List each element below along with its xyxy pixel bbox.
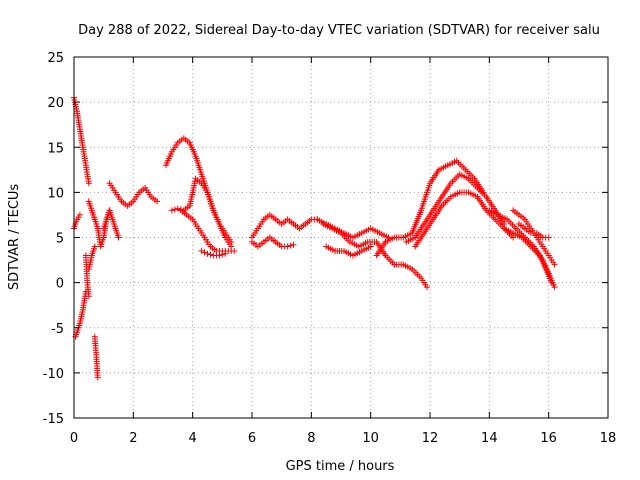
series-arc-9 xyxy=(100,207,122,241)
x-tick-label: 12 xyxy=(422,431,439,446)
x-tick-label: 18 xyxy=(600,431,617,446)
chart-title: Day 288 of 2022, Sidereal Day-to-day VTE… xyxy=(78,23,600,38)
y-tick-label: 0 xyxy=(56,277,64,292)
data-point-markers xyxy=(91,333,101,381)
series-arc-18 xyxy=(323,243,374,259)
data-point-markers xyxy=(323,243,374,259)
y-tick-label: -10 xyxy=(43,367,64,382)
x-tick-label: 14 xyxy=(481,431,498,446)
data-point-markers xyxy=(85,243,98,273)
y-tick-labels: -15 -10 -5 0 5 10 15 20 25 xyxy=(43,51,64,427)
series-arc-22 xyxy=(412,189,517,250)
data-point-markers xyxy=(516,221,552,241)
x-tick-label: 10 xyxy=(362,431,379,446)
x-axis-label: GPS time / hours xyxy=(286,459,395,474)
y-axis-label: SDTVAR / TECUs xyxy=(7,184,22,291)
series-arc-15 xyxy=(249,234,297,250)
y-tick-label: -5 xyxy=(51,322,64,337)
x-tick-label: 0 xyxy=(70,431,78,446)
x-tick-label: 2 xyxy=(129,431,137,446)
y-tick-label: 15 xyxy=(47,141,64,156)
y-tick-label: -15 xyxy=(43,412,64,427)
x-tick-labels: 0 2 4 6 8 10 12 14 16 18 xyxy=(70,431,616,446)
data-point-markers xyxy=(412,189,517,250)
x-tick-label: 6 xyxy=(248,431,256,446)
y-tick-label: 25 xyxy=(47,51,64,66)
series-arc-19 xyxy=(391,261,430,291)
series-arc-5 xyxy=(91,333,101,381)
series-arc-11 xyxy=(168,175,235,245)
y-tick-label: 20 xyxy=(47,96,64,111)
y-tick-label: 5 xyxy=(56,232,64,247)
data-point-markers xyxy=(249,234,297,250)
series-arc-13 xyxy=(198,248,229,259)
data-point-markers xyxy=(373,157,487,259)
series-arc-14 xyxy=(249,211,321,241)
series-arc-7 xyxy=(85,243,98,273)
data-point-markers xyxy=(100,207,122,241)
data-point-markers xyxy=(249,211,321,241)
series-arc-21 xyxy=(403,171,508,245)
series-arc-26 xyxy=(516,221,552,241)
series-arc-20 xyxy=(373,157,487,259)
y-tick-label: 10 xyxy=(47,186,64,201)
data-point-markers xyxy=(403,171,508,245)
data-point-markers xyxy=(198,248,229,259)
series-arc-8 xyxy=(106,180,161,209)
x-tick-label: 16 xyxy=(540,431,557,446)
axis-ticks xyxy=(73,56,609,419)
x-tick-label: 4 xyxy=(189,431,197,446)
data-markers xyxy=(71,94,558,381)
data-point-markers xyxy=(168,175,235,245)
x-tick-label: 8 xyxy=(307,431,315,446)
data-point-markers xyxy=(391,261,430,291)
grid-lines xyxy=(74,57,608,418)
data-point-markers xyxy=(501,225,558,291)
data-point-markers xyxy=(106,180,161,209)
series-arc-24 xyxy=(501,225,558,291)
